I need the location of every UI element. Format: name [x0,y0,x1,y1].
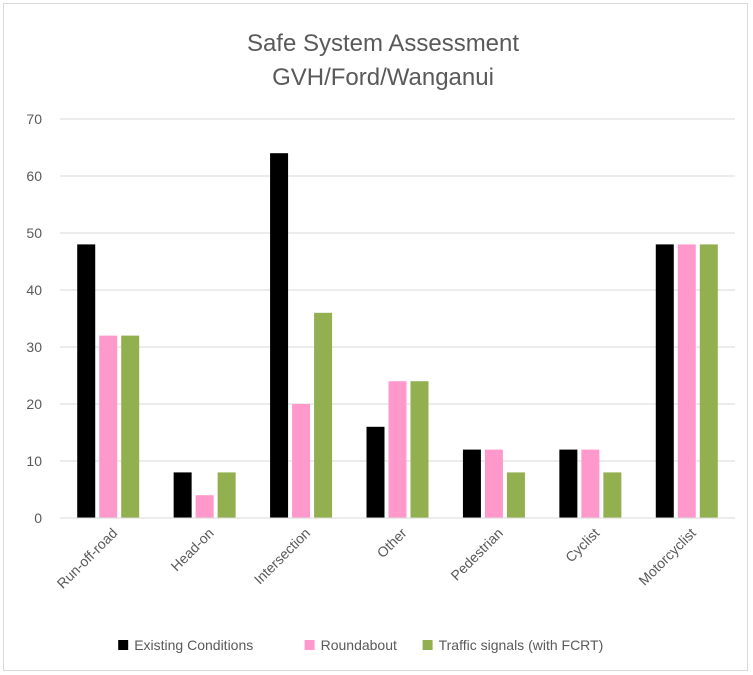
bar [292,404,311,518]
bar [699,244,718,518]
x-category-label: Run-off-road [54,525,121,592]
bar [506,472,525,518]
x-category-label: Cyclist [562,525,603,566]
bar [121,335,140,518]
y-tick-label: 70 [26,111,42,127]
y-tick-label: 40 [26,282,42,298]
bar [217,472,236,518]
bar [603,472,622,518]
y-tick-label: 60 [26,168,42,184]
x-category-label: Pedestrian [447,525,506,584]
legend: Existing Conditions Roundabout Traffic sig… [118,637,603,653]
y-tick-label: 20 [26,396,42,412]
legend-swatch [304,640,315,650]
bar [270,153,289,518]
bar [99,335,118,518]
legend-label: Roundabout [321,637,397,653]
chart-title-line-2: GVH/Ford/Wanganui [272,64,494,91]
gridlines [60,118,735,462]
x-category-label: Motorcyclist [635,525,699,589]
y-axis-tick-labels: 0 10 20 30 40 50 60 70 [26,111,42,526]
y-tick-label: 30 [26,339,42,355]
bar [462,449,481,518]
bar [388,381,407,518]
bar [581,449,600,518]
bar [559,449,578,518]
y-tick-label: 50 [26,225,42,241]
legend-label: Traffic signals (with FCRT) [439,637,604,653]
bars [77,153,718,518]
bar [484,449,503,518]
bar [677,244,696,518]
legend-label: Existing Conditions [134,637,253,653]
chart-title-line-1: Safe System Assessment [247,30,519,57]
x-category-label: Head-on [167,525,216,574]
x-axis-category-labels: Run-off-road Head-on Intersection Other Pede… [54,525,699,592]
legend-swatch [422,640,433,650]
bar [173,472,192,518]
y-tick-label: 10 [26,453,42,469]
x-category-label: Other [374,525,410,561]
x-category-label: Intersection [251,525,313,587]
y-tick-label: 0 [34,510,42,526]
bar [195,495,214,518]
bar [77,244,96,518]
bar [410,381,429,518]
legend-swatch [118,640,129,650]
bar [655,244,674,518]
bar [314,312,333,518]
bar [366,426,385,518]
